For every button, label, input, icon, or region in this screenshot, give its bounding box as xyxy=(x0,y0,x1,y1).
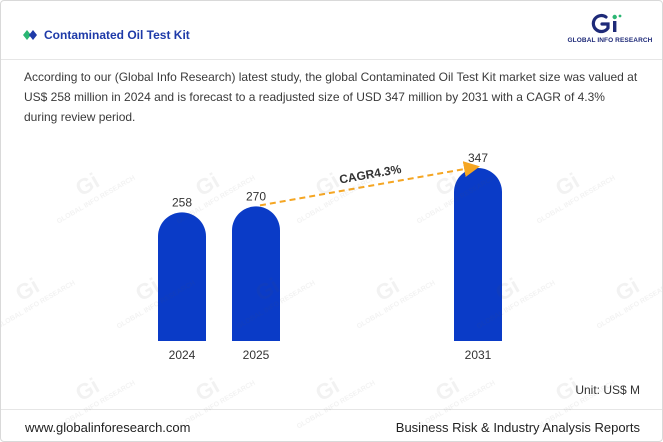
bar-2025 xyxy=(232,206,280,341)
company-logo: GLOBAL INFO RESEARCH xyxy=(567,13,653,49)
description-text: According to our (Global Info Research) … xyxy=(24,70,638,124)
website-link[interactable]: www.globalinforesearch.com xyxy=(25,420,191,435)
cagr-arrow xyxy=(259,161,480,207)
value-label-2024: 258 xyxy=(172,195,192,209)
footer: www.globalinforesearch.com Business Risk… xyxy=(1,409,662,441)
bar-chart: 258 2024 270 2025 347 2031 CAGR4.3% xyxy=(158,151,502,362)
bar-2024 xyxy=(158,212,206,341)
svg-text:Gi: Gi xyxy=(71,373,104,406)
value-label-2025: 270 xyxy=(246,189,266,203)
unit-label: Unit: US$ M xyxy=(575,383,640,397)
svg-text:Gi: Gi xyxy=(191,373,224,406)
category-label-2024: 2024 xyxy=(169,348,196,362)
svg-text:Gi: Gi xyxy=(311,373,344,406)
gi-logo-icon xyxy=(591,13,622,34)
footer-tagline: Business Risk & Industry Analysis Report… xyxy=(395,420,640,435)
page-title: Contaminated Oil Test Kit xyxy=(44,28,190,42)
value-label-2031: 347 xyxy=(468,151,488,165)
header: Contaminated Oil Test Kit GLOBAL INFO RE… xyxy=(1,1,662,59)
diamond-icon xyxy=(23,30,37,40)
category-label-2025: 2025 xyxy=(243,348,270,362)
category-label-2031: 2031 xyxy=(465,348,492,362)
header-divider xyxy=(1,59,662,60)
cagr-label: CAGR4.3% xyxy=(338,162,402,187)
svg-text:Gi: Gi xyxy=(431,373,464,406)
bar-2031 xyxy=(454,168,502,341)
logo-text: GLOBAL INFO RESEARCH xyxy=(567,37,653,44)
